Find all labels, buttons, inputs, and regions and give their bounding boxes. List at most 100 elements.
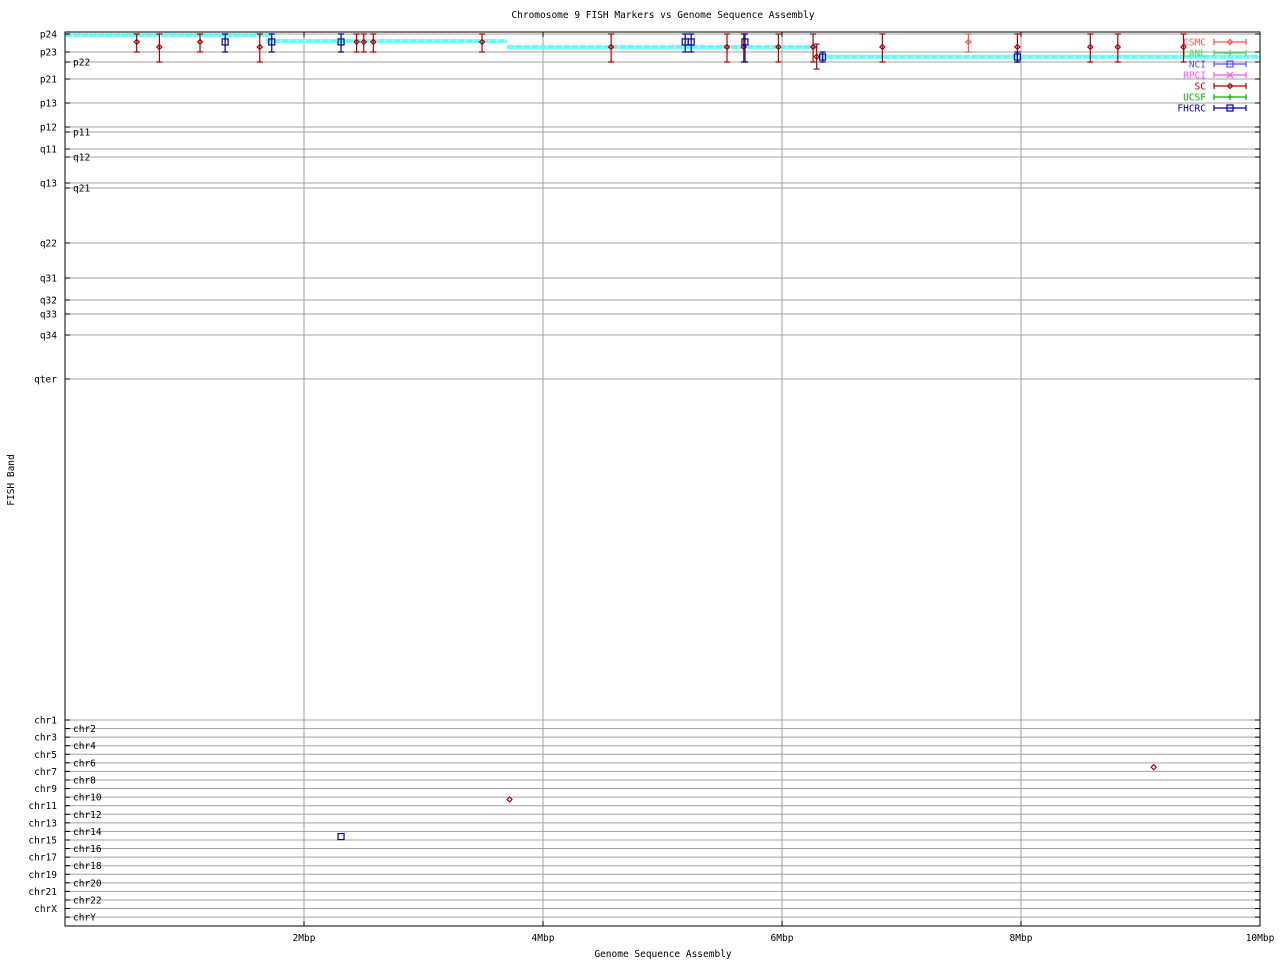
legend-entry-sc: SC	[1195, 82, 1247, 93]
error-bar	[1180, 33, 1187, 63]
legend-sample-line	[1213, 83, 1247, 89]
y-tick-label: q33	[40, 310, 57, 321]
x-tick-label: 2Mbp	[293, 933, 316, 944]
legend-label: UCSF	[1183, 93, 1206, 104]
error-bar	[133, 33, 140, 53]
y-tick-label: p13	[40, 99, 57, 110]
point-marker	[337, 832, 345, 841]
data-marks	[133, 33, 1187, 841]
data-point-fhcrc	[819, 51, 827, 63]
point-marker	[741, 38, 749, 46]
y-tick-label: p22	[73, 58, 90, 69]
y-tick-label: chr11	[28, 801, 57, 812]
legend-sample-line	[1213, 39, 1247, 45]
point-marker	[687, 38, 695, 46]
point-marker	[1013, 53, 1022, 61]
y-tick-label: p11	[73, 128, 90, 139]
legend-label: RPCI	[1183, 71, 1206, 82]
data-point-sc	[133, 33, 141, 53]
legend-label: NCI	[1189, 60, 1206, 71]
point-marker	[337, 38, 345, 46]
y-tick-label: chr13	[28, 818, 57, 829]
y-tick-label: q11	[40, 145, 57, 156]
point-marker	[1086, 43, 1094, 51]
error-bar	[268, 33, 275, 53]
data-point-sc	[369, 33, 377, 53]
y-tick-label: chr16	[73, 844, 102, 855]
data-point-fhcrc	[681, 33, 689, 53]
data-point-sc	[740, 33, 748, 63]
y-tick-label: chr10	[73, 793, 102, 804]
y-tick-label: chr3	[34, 733, 57, 744]
data-point-fhcrc	[687, 33, 695, 53]
point-marker	[369, 38, 377, 46]
y-tick-label: q31	[40, 274, 57, 285]
legend-marker	[1226, 71, 1234, 79]
error-bar	[353, 33, 360, 53]
error-bar	[682, 33, 689, 53]
error-bar	[775, 33, 782, 63]
y-tick-label: chr7	[34, 767, 57, 778]
point-marker	[360, 38, 368, 46]
legend-label: LANL	[1183, 49, 1206, 60]
y-tick-label: chr2	[73, 724, 96, 735]
error-bar	[360, 33, 367, 53]
legend-marker	[1226, 38, 1234, 46]
data-point-sc	[723, 33, 731, 63]
error-bar	[370, 33, 377, 53]
y-tick-label: chr4	[73, 741, 96, 752]
data-point-sc	[775, 33, 782, 63]
plot-border	[64, 31, 1261, 927]
error-bar	[608, 33, 615, 63]
point-marker	[1180, 43, 1187, 51]
point-marker	[965, 38, 972, 46]
data-point-sc	[256, 33, 264, 63]
data-point-sc	[360, 33, 368, 53]
point-marker	[506, 796, 513, 803]
point-marker	[478, 38, 486, 46]
y-tick-label: q13	[40, 179, 57, 190]
data-point-sc	[478, 33, 486, 53]
point-marker	[775, 43, 782, 51]
error-bar	[479, 33, 486, 53]
data-point-sc	[1114, 33, 1122, 63]
y-tick-label: q21	[73, 184, 90, 195]
data-point-fhcrc	[1013, 51, 1022, 63]
y-tick-label: chr17	[28, 853, 57, 864]
legend-entry-lanl: LANL	[1183, 49, 1247, 60]
error-bar	[197, 33, 204, 53]
y-tick-label: chr8	[73, 775, 96, 786]
y-tick-label: chr1	[34, 716, 57, 727]
y-tick-label: q34	[40, 331, 57, 342]
error-bar	[222, 33, 229, 53]
data-point-fhcrc	[337, 33, 345, 53]
y-tick-label: chr21	[28, 887, 57, 898]
legend-sample-line	[1213, 105, 1247, 111]
y-tick-label: q22	[40, 239, 57, 250]
data-point-fhcrc	[268, 33, 276, 53]
data-point-sc	[353, 33, 360, 53]
y-tick-label: chr12	[73, 810, 102, 821]
y-tick-label: chr20	[73, 878, 102, 889]
point-marker	[1014, 43, 1021, 51]
y-tick-label: p24	[40, 30, 57, 41]
point-marker	[723, 43, 731, 51]
point-marker	[256, 43, 264, 51]
point-marker	[607, 43, 615, 51]
assembly-steps	[65, 32, 1260, 59]
y-tick-label: chr18	[73, 861, 102, 872]
legend-marker	[1226, 60, 1234, 68]
point-marker	[196, 38, 204, 46]
y-tick-label: chr15	[28, 835, 57, 846]
y-tick-label: q12	[73, 153, 90, 164]
point-marker	[809, 43, 817, 51]
point-marker	[1150, 763, 1157, 771]
data-point-sc	[1086, 33, 1094, 63]
data-point-sc	[1180, 33, 1187, 63]
y-tick-label: p12	[40, 123, 57, 134]
error-bar	[724, 33, 731, 63]
chart-title: Chromosome 9 FISH Markers vs Genome Sequ…	[511, 10, 814, 21]
data-point-sc	[196, 33, 204, 53]
